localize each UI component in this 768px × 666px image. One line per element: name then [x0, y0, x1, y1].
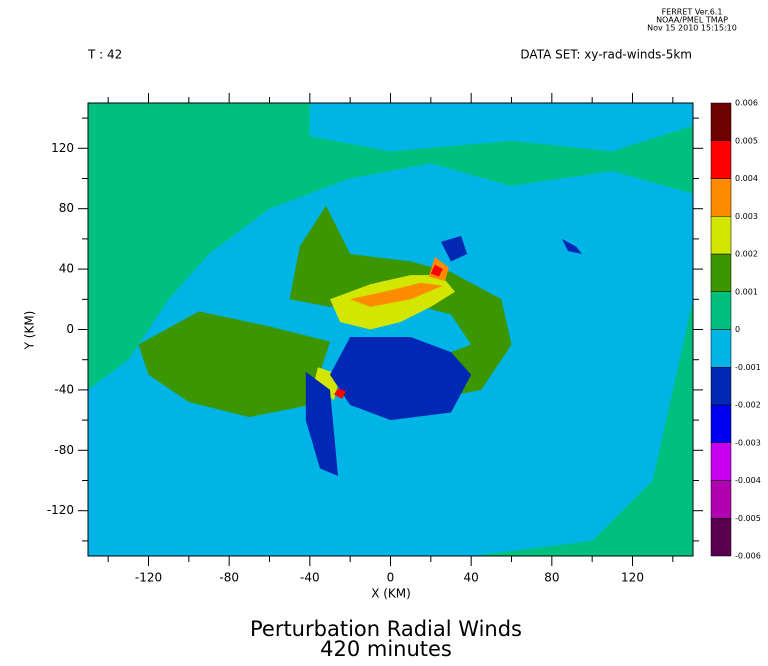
colorbar-label: 0.001: [735, 287, 758, 296]
colorbar-label: -0.006: [735, 552, 761, 561]
colorbar-label: -0.002: [735, 401, 761, 410]
colorbar-label: -0.003: [735, 438, 761, 447]
colorbar-bin: [710, 253, 732, 292]
x-tick-label: 80: [544, 571, 559, 585]
colorbar-bin: [710, 442, 732, 481]
contour-fill: [309, 103, 693, 152]
colorbar-label: 0: [735, 325, 740, 334]
colorbar-bin: [710, 480, 732, 519]
y-tick-label: -80: [54, 443, 74, 457]
x-tick-label: -120: [135, 571, 162, 585]
contour-fill: [561, 238, 583, 254]
contour-fill: [430, 264, 443, 277]
x-tick-label: 120: [621, 571, 644, 585]
header-line: FERRET Ver.6.1: [662, 8, 723, 17]
colorbar-label: -0.001: [735, 363, 761, 372]
colorbar-bin: [710, 216, 732, 255]
field: [88, 103, 693, 556]
chart-subtitle: 420 minutes: [320, 637, 452, 661]
colorbar-bin: [710, 102, 732, 141]
colorbar-bin: [710, 178, 732, 217]
y-tick-label: 80: [59, 201, 74, 215]
x-tick-label: -40: [300, 571, 320, 585]
x-axis-label: X (KM): [371, 587, 411, 601]
header-line: Nov 15 2010 15:15:10: [647, 24, 737, 33]
colorbar-bin: [710, 404, 732, 443]
contour-fill: [350, 282, 443, 307]
y-tick-label: 40: [59, 262, 74, 276]
contour-fill: [138, 311, 330, 418]
colorbar-label: 0.005: [735, 136, 758, 145]
colorbar-label: -0.005: [735, 514, 761, 523]
colorbar-bin: [710, 329, 732, 368]
x-tick-label: 0: [387, 571, 395, 585]
x-tick-label: 40: [464, 571, 479, 585]
colorbar-bin: [710, 518, 732, 557]
header-line: NOAA/PMEL TMAP: [656, 16, 728, 25]
colorbar-label: 0.003: [735, 212, 758, 221]
dataset-label: DATA SET: xy-rad-winds-5km: [520, 48, 692, 62]
colorbar-bin: [710, 140, 732, 179]
colorbar-label: 0.002: [735, 250, 758, 259]
colorbar-label: -0.004: [735, 476, 761, 485]
chart-title: Perturbation Radial Winds: [250, 617, 522, 641]
colorbar-label: 0.004: [735, 174, 758, 183]
time-label: T : 42: [87, 48, 122, 62]
y-tick-label: 120: [51, 141, 74, 155]
colorbar-bin: [710, 291, 732, 330]
contour-fill: [440, 235, 468, 262]
colorbar-bin: [710, 367, 732, 406]
y-tick-label: 0: [66, 322, 74, 336]
y-axis-label: Y (KM): [23, 311, 37, 351]
colorbar-label: 0.006: [735, 99, 758, 108]
contour-fill: [305, 371, 339, 476]
y-tick-label: -40: [54, 382, 74, 396]
contour-fill: [330, 337, 472, 421]
y-tick-label: -120: [47, 503, 74, 517]
contour-fill: [334, 388, 347, 399]
x-tick-label: -80: [219, 571, 239, 585]
